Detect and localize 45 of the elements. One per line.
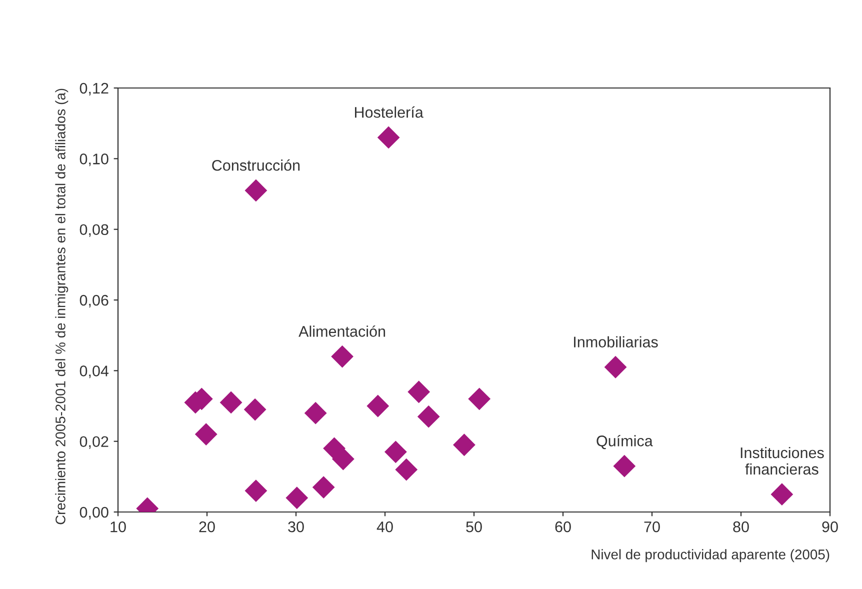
y-tick-label: 0,08 [80, 224, 108, 237]
y-tick-label: 0,10 [80, 154, 108, 166]
point [395, 458, 418, 481]
point [417, 405, 440, 428]
y-tick-label: 0,06 [80, 294, 108, 308]
point [332, 448, 354, 470]
x-tick-label: 50 [466, 521, 482, 532]
annotation: Inmobiliarias [574, 336, 658, 348]
x-axis-title: Nivel de productividad aparente (2005) [592, 549, 830, 562]
x-tick-label: 60 [555, 521, 571, 532]
point [331, 345, 354, 368]
y-tick-label: 0,04 [80, 366, 109, 378]
point [377, 126, 400, 149]
x-tick-label: 40 [376, 521, 393, 532]
point [312, 476, 335, 498]
point [244, 398, 266, 421]
x-tick-label: 70 [644, 521, 660, 532]
x-tick-label: 20 [199, 521, 215, 532]
point [194, 423, 218, 446]
annotation: Hostelería [355, 106, 424, 118]
point [244, 480, 268, 502]
point [468, 388, 491, 410]
point [453, 434, 476, 456]
point [366, 394, 390, 418]
x-tick-label: 30 [288, 521, 304, 532]
x-tick-label: 10 [110, 521, 126, 532]
point [408, 380, 430, 404]
point [770, 483, 794, 506]
annotation: Instituciones financieras [740, 446, 824, 475]
y-tick-label: 0,00 [80, 506, 108, 520]
y-tick-label: 0,02 [80, 436, 108, 449]
point [304, 402, 327, 424]
annotation: Química [596, 434, 653, 450]
y-axis-title: Crecimiento 2005-2001 del % de inmigrantes en el total de afiliados (a) [55, 88, 68, 524]
point [613, 454, 636, 478]
x-tick-label: 80 [733, 521, 749, 532]
x-tick-label: 90 [822, 521, 838, 532]
point [286, 486, 308, 510]
point [604, 356, 627, 378]
annotation: Construcción [212, 159, 300, 171]
point [384, 440, 407, 464]
annotation: Alimentación [298, 325, 386, 337]
point [220, 391, 242, 414]
point [244, 179, 268, 202]
y-tick-label: 0,12 [80, 82, 108, 96]
